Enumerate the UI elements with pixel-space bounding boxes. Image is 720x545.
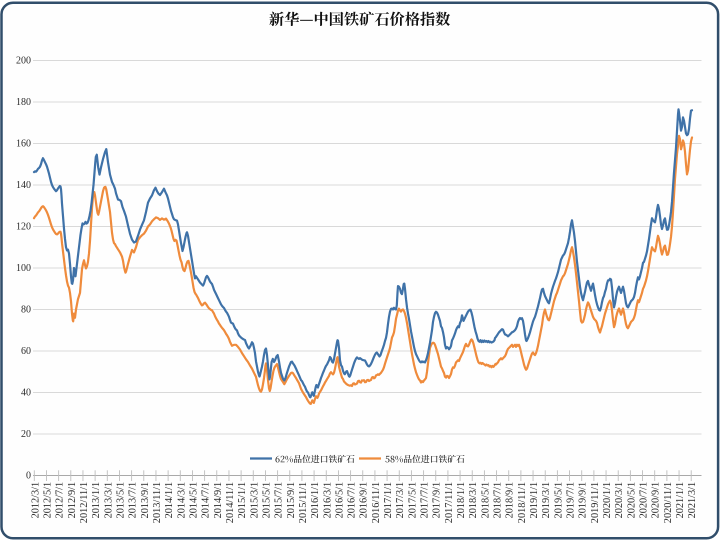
svg-text:2019/7/1: 2019/7/1 bbox=[566, 482, 577, 519]
svg-text:2016/7/1: 2016/7/1 bbox=[347, 482, 358, 519]
svg-text:2015/3/1: 2015/3/1 bbox=[249, 482, 260, 519]
svg-text:2017/9/1: 2017/9/1 bbox=[432, 482, 443, 519]
svg-text:2012/7/1: 2012/7/1 bbox=[55, 482, 66, 519]
svg-text:2013/3/1: 2013/3/1 bbox=[103, 482, 114, 519]
svg-text:20: 20 bbox=[21, 429, 31, 440]
svg-text:2020/9/1: 2020/9/1 bbox=[651, 482, 662, 519]
svg-text:2015/11/1: 2015/11/1 bbox=[298, 482, 309, 523]
svg-text:2019/1/1: 2019/1/1 bbox=[529, 482, 540, 519]
svg-text:2013/1/1: 2013/1/1 bbox=[91, 482, 102, 519]
svg-text:2015/7/1: 2015/7/1 bbox=[274, 482, 285, 519]
svg-text:2014/7/1: 2014/7/1 bbox=[201, 482, 212, 519]
svg-text:180: 180 bbox=[16, 97, 31, 108]
svg-text:2015/9/1: 2015/9/1 bbox=[286, 482, 297, 519]
svg-text:0: 0 bbox=[26, 471, 31, 482]
svg-text:2018/11/1: 2018/11/1 bbox=[517, 482, 528, 523]
svg-text:2017/11/1: 2017/11/1 bbox=[444, 482, 455, 523]
svg-text:2013/11/1: 2013/11/1 bbox=[152, 482, 163, 523]
svg-text:40: 40 bbox=[21, 388, 31, 399]
svg-text:2014/9/1: 2014/9/1 bbox=[213, 482, 224, 519]
svg-text:160: 160 bbox=[16, 139, 31, 150]
svg-text:140: 140 bbox=[16, 180, 31, 191]
svg-text:2019/5/1: 2019/5/1 bbox=[553, 482, 564, 519]
svg-text:100: 100 bbox=[16, 263, 31, 274]
svg-text:2021/1/1: 2021/1/1 bbox=[675, 482, 686, 519]
svg-text:2016/1/1: 2016/1/1 bbox=[310, 482, 321, 519]
svg-text:2013/9/1: 2013/9/1 bbox=[140, 482, 151, 519]
svg-text:120: 120 bbox=[16, 222, 31, 233]
svg-text:2017/3/1: 2017/3/1 bbox=[395, 482, 406, 519]
svg-text:2014/5/1: 2014/5/1 bbox=[188, 482, 199, 519]
svg-text:80: 80 bbox=[21, 305, 31, 316]
svg-text:2012/9/1: 2012/9/1 bbox=[67, 482, 78, 519]
svg-text:2014/3/1: 2014/3/1 bbox=[176, 482, 187, 519]
svg-text:2020/11/1: 2020/11/1 bbox=[663, 482, 674, 523]
svg-text:2016/3/1: 2016/3/1 bbox=[322, 482, 333, 519]
svg-text:2018/1/1: 2018/1/1 bbox=[456, 482, 467, 519]
svg-text:2020/7/1: 2020/7/1 bbox=[639, 482, 650, 519]
svg-text:2018/3/1: 2018/3/1 bbox=[468, 482, 479, 519]
svg-text:2019/11/1: 2019/11/1 bbox=[590, 482, 601, 523]
svg-text:2020/5/1: 2020/5/1 bbox=[626, 482, 637, 519]
svg-text:2013/7/1: 2013/7/1 bbox=[128, 482, 139, 519]
svg-text:2018/5/1: 2018/5/1 bbox=[480, 482, 491, 519]
svg-text:2012/11/1: 2012/11/1 bbox=[79, 482, 90, 523]
svg-text:2016/9/1: 2016/9/1 bbox=[359, 482, 370, 519]
svg-text:2015/5/1: 2015/5/1 bbox=[261, 482, 272, 519]
svg-text:2021/3/1: 2021/3/1 bbox=[687, 482, 698, 519]
svg-text:2019/3/1: 2019/3/1 bbox=[541, 482, 552, 519]
svg-text:2017/1/1: 2017/1/1 bbox=[383, 482, 394, 519]
svg-text:2020/1/1: 2020/1/1 bbox=[602, 482, 613, 519]
svg-text:2012/3/1: 2012/3/1 bbox=[30, 482, 41, 519]
svg-text:2017/7/1: 2017/7/1 bbox=[420, 482, 431, 519]
svg-text:2017/5/1: 2017/5/1 bbox=[407, 482, 418, 519]
svg-text:2018/7/1: 2018/7/1 bbox=[493, 482, 504, 519]
svg-text:2015/1/1: 2015/1/1 bbox=[237, 482, 248, 519]
svg-text:2014/11/1: 2014/11/1 bbox=[225, 482, 236, 523]
svg-text:2018/9/1: 2018/9/1 bbox=[505, 482, 516, 519]
svg-text:2016/5/1: 2016/5/1 bbox=[334, 482, 345, 519]
svg-text:60: 60 bbox=[21, 346, 31, 357]
svg-text:2013/5/1: 2013/5/1 bbox=[115, 482, 126, 519]
svg-text:2016/11/1: 2016/11/1 bbox=[371, 482, 382, 523]
svg-text:200: 200 bbox=[16, 56, 31, 67]
svg-text:2012/5/1: 2012/5/1 bbox=[42, 482, 53, 519]
svg-text:2019/9/1: 2019/9/1 bbox=[578, 482, 589, 519]
svg-text:2014/1/1: 2014/1/1 bbox=[164, 482, 175, 519]
svg-text:2020/3/1: 2020/3/1 bbox=[614, 482, 625, 519]
